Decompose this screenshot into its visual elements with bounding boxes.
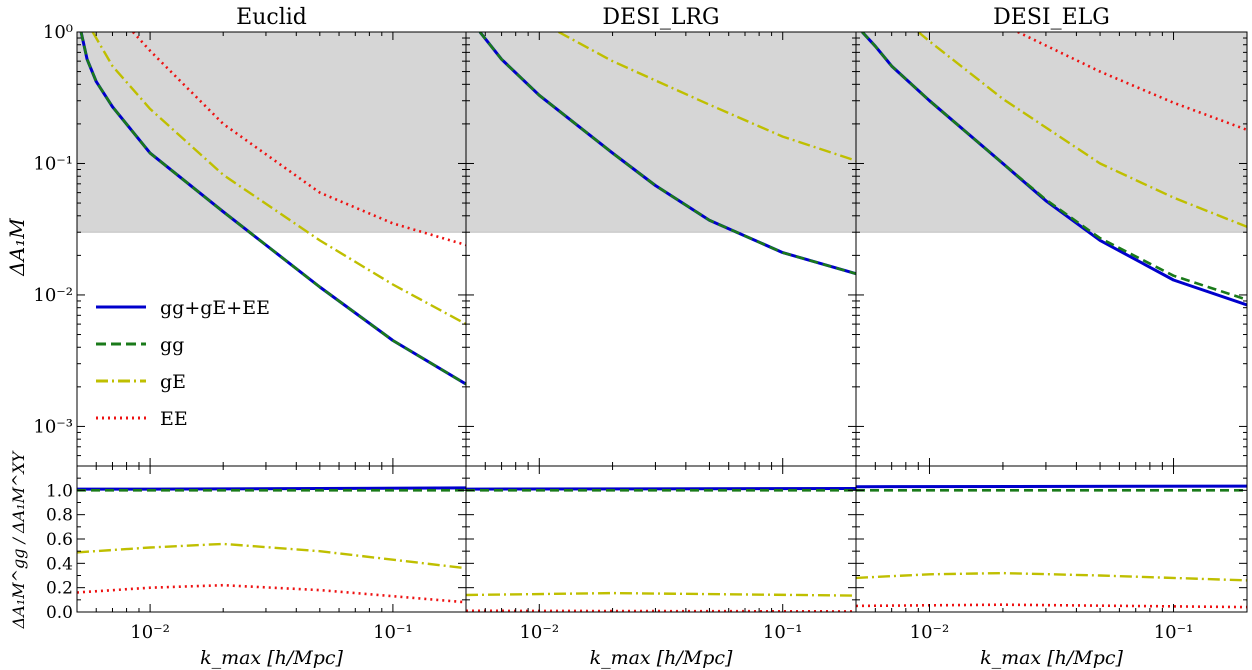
legend-label-gE: gE bbox=[160, 371, 186, 393]
ratio-ge-euclid bbox=[77, 542, 466, 570]
x-axis-label: k_max [h/Mpc] bbox=[200, 647, 343, 669]
shaded-region bbox=[855, 31, 1248, 233]
legend-label-gg-gE-EE: gg+gE+EE bbox=[160, 297, 270, 319]
ratio-ee-desilrg bbox=[466, 609, 856, 612]
panel-desielg: 10⁻² 10⁻¹ DESI_ELG k_max [h/Mpc] bbox=[855, 5, 1248, 669]
panel-euclid: 10⁻² 10⁻¹ 10⁰ 10⁻¹ 10⁻² 10⁻³ 0.0 0.2 0.4 0.6 0.8 1.… bbox=[33, 5, 467, 669]
ylabel-top: ΔA₁M bbox=[5, 218, 29, 277]
x-tick-label: 10⁻² bbox=[910, 622, 950, 643]
ratio-ge-desielg bbox=[856, 571, 1247, 582]
series-gg-desilrg bbox=[478, 32, 856, 275]
y-tick-label-ratio: 0.4 bbox=[46, 554, 73, 574]
panels: 10⁻² 10⁻¹ 10⁰ 10⁻¹ 10⁻² 10⁻³ 0.0 0.2 0.4 0.6 0.8 1.… bbox=[33, 5, 1248, 669]
ratio-gg-ge-ee-euclid bbox=[77, 486, 466, 491]
y-tick-label: 10⁻³ bbox=[33, 416, 73, 437]
series-ge-euclid bbox=[91, 32, 466, 326]
y-tick-label-ratio: 0.6 bbox=[46, 530, 73, 550]
legend: gg+gE+EE gg gE EE bbox=[96, 297, 270, 430]
y-tick-label: 10⁻² bbox=[33, 285, 73, 306]
y-tick-label-ratio: 0.8 bbox=[46, 506, 73, 526]
x-axis-label: k_max [h/Mpc] bbox=[980, 647, 1123, 669]
y-tick-label-ratio: 0.0 bbox=[46, 603, 73, 623]
y-tick-label-ratio: 0.2 bbox=[46, 579, 73, 599]
shaded-region bbox=[76, 31, 467, 233]
y-tick-label-ratio: 1.0 bbox=[46, 481, 73, 501]
y-tick-label: 10⁰ bbox=[43, 22, 73, 43]
legend-label-gg: gg bbox=[160, 334, 184, 356]
x-tick-label: 10⁻¹ bbox=[373, 622, 413, 643]
series-ge-desilrg bbox=[558, 32, 856, 162]
series-gg-euclid bbox=[79, 32, 466, 386]
x-axis-label: k_max [h/Mpc] bbox=[590, 647, 733, 669]
ylabel-bottom: ΔA₁M^gg / ΔA₁M^XY bbox=[9, 450, 28, 629]
x-tick-label: 10⁻² bbox=[519, 622, 559, 643]
y-tick-label: 10⁻¹ bbox=[33, 153, 73, 174]
series-gg-desielg bbox=[861, 32, 1247, 301]
series-ee-desielg bbox=[1017, 32, 1247, 132]
x-tick-label: 10⁻² bbox=[130, 622, 170, 643]
x-tick-label: 10⁻¹ bbox=[763, 622, 803, 643]
ratio-gg-ge-ee-desielg bbox=[856, 484, 1247, 489]
shaded-region bbox=[465, 31, 857, 233]
panel-title: DESI_LRG bbox=[602, 5, 719, 30]
series-gg-ge-ee-desielg bbox=[861, 32, 1247, 307]
panel-title: DESI_ELG bbox=[993, 5, 1110, 30]
x-tick-label: 10⁻¹ bbox=[1154, 622, 1194, 643]
ratio-ge-desilrg bbox=[466, 591, 856, 597]
ratio-ee-desielg bbox=[856, 603, 1247, 609]
legend-label-EE: EE bbox=[160, 408, 188, 430]
panel-desilrg: 10⁻² 10⁻¹ DESI_LRG k_max [h/Mpc] bbox=[465, 5, 857, 669]
panel-title: Euclid bbox=[236, 5, 307, 30]
ratio-ee-euclid bbox=[77, 583, 466, 604]
series-ge-desielg bbox=[917, 32, 1247, 228]
